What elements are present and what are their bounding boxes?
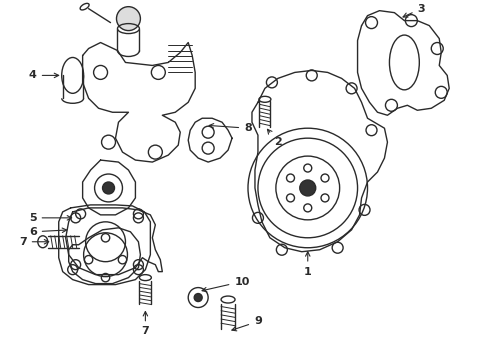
Text: 9: 9: [231, 316, 262, 331]
Circle shape: [116, 7, 140, 31]
Circle shape: [299, 180, 315, 196]
Text: 10: 10: [202, 276, 249, 292]
Text: 7: 7: [19, 237, 49, 247]
Circle shape: [102, 182, 114, 194]
Text: 1: 1: [303, 252, 311, 276]
Text: 7: 7: [141, 311, 149, 336]
Text: 8: 8: [209, 123, 251, 133]
Text: 2: 2: [267, 129, 281, 147]
Text: 3: 3: [402, 4, 424, 17]
Circle shape: [194, 293, 202, 302]
Text: 6: 6: [29, 227, 66, 237]
Text: 5: 5: [29, 213, 71, 223]
Text: 4: 4: [29, 71, 59, 80]
